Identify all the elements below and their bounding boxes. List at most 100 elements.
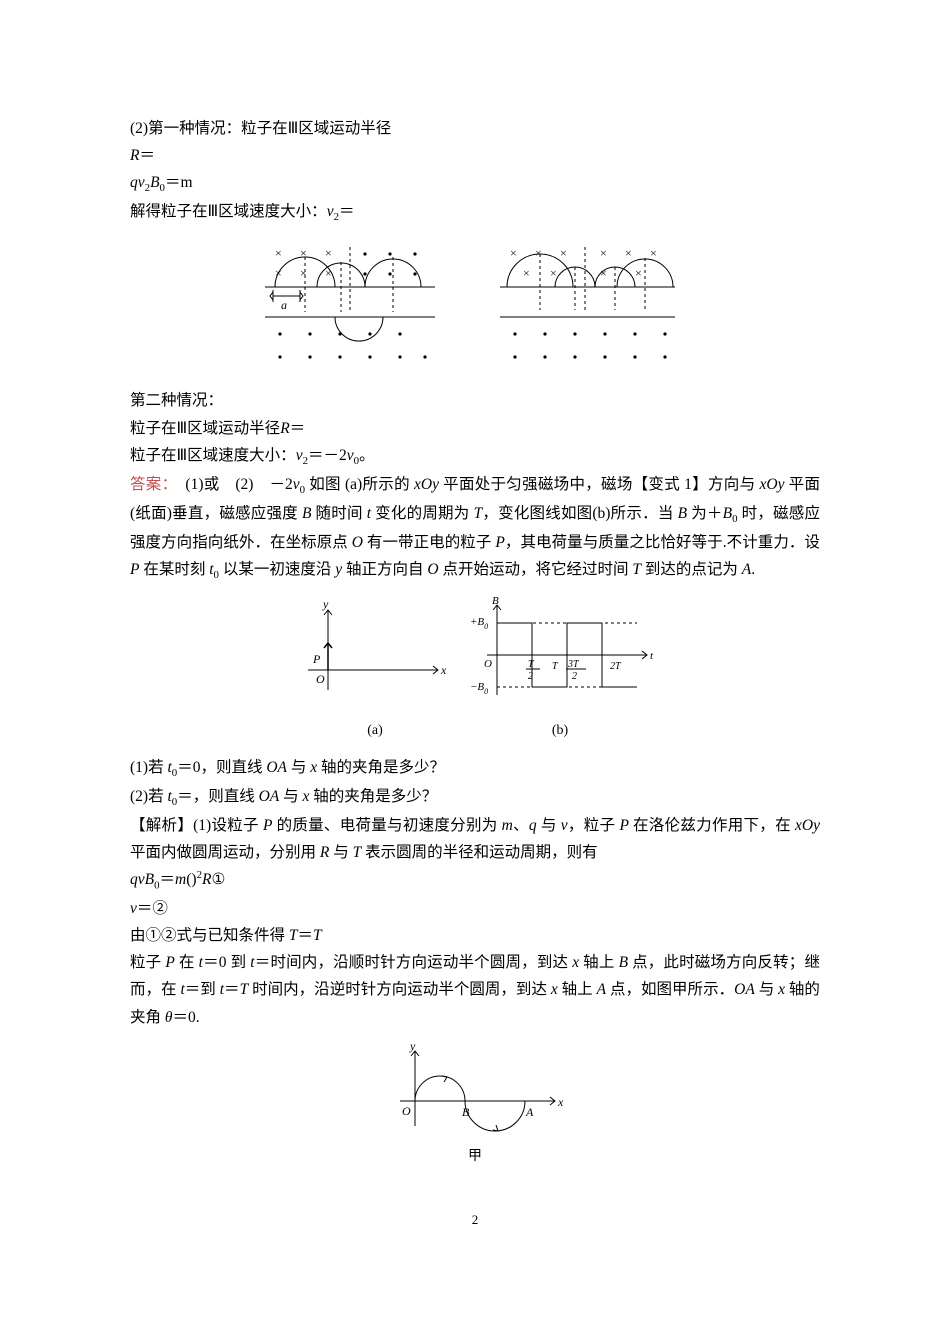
sl: xOy [795, 817, 820, 834]
q2: (2)若 t0＝，则直线 OA 与 x 轴的夹角是多少？ [130, 783, 820, 812]
svg-text:×: × [275, 246, 282, 260]
p2z2: ＝0. [173, 1009, 200, 1026]
Bminus-sub: 0 [484, 687, 488, 696]
a13: 以某一初速度沿 [219, 561, 335, 578]
sm: 平面内做圆周运动，分别用 [130, 844, 320, 861]
e3a: 由①②式与已知条件得 [130, 927, 289, 944]
e3d: T [313, 927, 322, 944]
t-3T2-num: 3T [567, 659, 580, 670]
a7: ，变化图线如图(b)所示．当 [482, 505, 677, 522]
p2q: 时间内，沿逆时针方向运动半个圆周，到达 [248, 981, 551, 998]
eq: ＝ [139, 147, 155, 164]
p2w: 与 [755, 981, 778, 998]
svg-text:−B0: −B0 [470, 681, 488, 696]
jia-A: A [525, 1105, 534, 1119]
svg-text:×: × [625, 246, 632, 260]
para-qv2B0: qv2B0＝m [130, 169, 820, 198]
fig-ab-caption: (a)(b) [130, 719, 820, 744]
svg-text:×: × [300, 246, 307, 260]
O-label-b: O [484, 658, 492, 670]
a2i: xOy [414, 476, 439, 493]
eq1: qvB0＝m()2R① [130, 866, 820, 895]
p2t: A [597, 981, 606, 998]
para-p2: 粒子 P 在 t＝0 到 t＝时间内，沿顺时针方向运动半个圆周，到达 x 轴上 … [130, 949, 820, 1030]
x-axis-label: x [440, 663, 447, 677]
sym-v: v [327, 203, 334, 220]
sk: 在洛伦兹力作用下，在 [629, 817, 795, 834]
sf: q [529, 817, 537, 834]
cap-a: (a) [290, 719, 460, 744]
q2a: (2)若 [130, 788, 167, 805]
q1g: 轴的夹角是多少？ [317, 759, 445, 776]
a14: 轴正方向自 [342, 561, 427, 578]
a9i: O [352, 534, 363, 551]
e1e: () [186, 871, 196, 888]
q2d: OA [259, 788, 280, 805]
svg-text:×: × [523, 266, 530, 280]
p2c: 在 [175, 954, 199, 971]
a6i: T [474, 505, 483, 522]
para-case1-title: (2)第一种情况：粒子在Ⅲ区域运动半径 [130, 115, 820, 142]
p2u: 点，如图甲所示． [606, 981, 734, 998]
q1e: 与 [287, 759, 310, 776]
sp: T [353, 844, 362, 861]
jia-y: y [409, 1041, 416, 1053]
a3: 平面处于匀强磁场中，磁场【变式 1】方向与 [439, 476, 760, 493]
B-axis-label: B [492, 595, 499, 607]
svg-text:×: × [550, 266, 557, 280]
page: (2)第一种情况：粒子在Ⅲ区域运动半径 R＝ qv2B0＝m 解得粒子在Ⅲ区域速… [0, 0, 950, 1272]
jia-x: x [557, 1095, 564, 1109]
a1: (1)或 (2) －2 [170, 476, 293, 493]
Bminus: −B [470, 681, 484, 693]
txt2: ＝－2 [308, 447, 347, 464]
e2a: v [130, 900, 137, 917]
svg-text:×: × [600, 246, 607, 260]
answer-label: 答案： [130, 476, 170, 493]
svg-text:×: × [560, 246, 567, 260]
svg-text:+B0: +B0 [470, 616, 488, 631]
p2x: x [778, 981, 785, 998]
page-number: 2 [130, 1209, 820, 1232]
a12: 在某时刻 [139, 561, 209, 578]
svg-text:×: × [325, 246, 332, 260]
sym-R: R [280, 420, 289, 437]
e1d: m [175, 871, 186, 888]
a10: 有一带正电的粒子 [363, 534, 495, 551]
e2b: ＝② [137, 900, 168, 917]
para-v2: 解得粒子在Ⅲ区域速度大小：v2＝ [130, 198, 820, 227]
answer-para: 答案： (1)或 (2) －2v0 如图 (a)所示的 xOy 平面处于匀强磁场… [130, 471, 820, 585]
sj: P [619, 817, 628, 834]
cap-jia: 甲 [130, 1145, 820, 1170]
p2a: 粒子 [130, 954, 165, 971]
P-label: P [312, 652, 321, 666]
period: 。 [359, 447, 375, 464]
sc: 的质量、电荷量与初速度分别为 [272, 817, 501, 834]
svg-text:×: × [510, 246, 517, 260]
eq-m: ＝m [165, 174, 193, 191]
svg-text:×: × [650, 246, 657, 260]
p2j: B [619, 954, 628, 971]
cap-b: (b) [460, 719, 660, 744]
sg: 与 [537, 817, 561, 834]
eq2: v＝② [130, 895, 820, 922]
sh: v [561, 817, 568, 834]
e1h: ① [211, 871, 225, 888]
p2b: P [165, 954, 174, 971]
para-R: R＝ [130, 142, 820, 169]
fig-b-svg: B t O +B0 −B0 [462, 595, 662, 715]
a7i: B [678, 505, 687, 522]
e1c: ＝ [160, 871, 176, 888]
se: 、 [513, 817, 529, 834]
so: 与 [329, 844, 352, 861]
eq3: 由①②式与已知条件得 T＝T [130, 922, 820, 949]
p2v: OA [734, 981, 755, 998]
a16i: A [742, 561, 751, 578]
jia-B: B [462, 1105, 470, 1119]
a8i: B [723, 505, 732, 522]
a15: 点开始运动，将它经过时间 [439, 561, 633, 578]
p2e: ＝0 到 [203, 954, 250, 971]
fig-a-svg: y x P O [288, 595, 458, 715]
figure-fields: ××× ××× [130, 237, 820, 377]
figure-jia: O y x B A 甲 [130, 1041, 820, 1170]
sym-v0: v [347, 447, 354, 464]
